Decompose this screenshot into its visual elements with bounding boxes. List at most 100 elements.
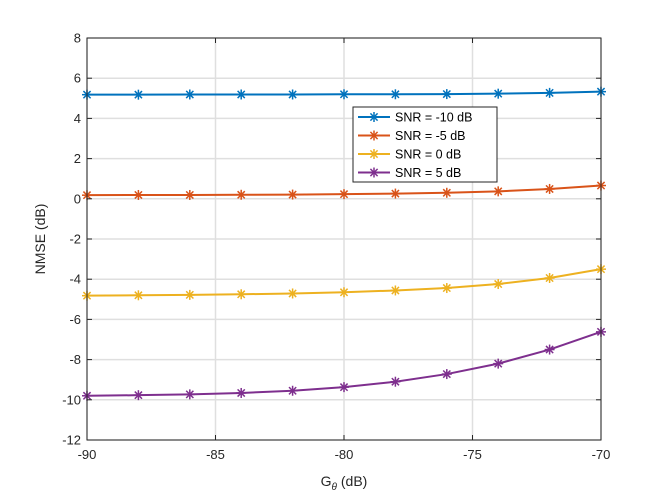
legend-marker [369, 130, 379, 141]
data-point [133, 290, 144, 301]
y-tick-label: -6 [69, 312, 81, 327]
x-axis-label: Gθ (dB) [321, 473, 368, 493]
marker-stroke [494, 359, 503, 368]
data-point [441, 89, 452, 100]
marker-stroke [545, 345, 554, 354]
data-point [493, 186, 504, 197]
data-point [390, 188, 401, 199]
data-point [544, 344, 555, 355]
legend-item-2: SNR = -5 dB [358, 129, 466, 143]
marker-stroke [185, 290, 194, 300]
marker-stroke [545, 88, 554, 98]
marker-stroke [339, 190, 349, 199]
x-tick-label: -85 [206, 447, 225, 462]
x-tick-label: -70 [592, 447, 611, 462]
data-point [184, 89, 195, 100]
data-point [236, 89, 247, 100]
data-point [184, 189, 195, 200]
marker-stroke [288, 90, 297, 99]
y-tick-label: -10 [62, 392, 81, 407]
marker-stroke [442, 283, 451, 293]
legend-label: SNR = -5 dB [395, 129, 466, 143]
x-axis-label-suffix: (dB) [337, 473, 367, 489]
legend-item-4: SNR = 5 dB [358, 166, 461, 180]
marker-stroke [369, 149, 379, 159]
data-point [544, 183, 555, 194]
x-tick-labels: -90 -85 -80 -75 -70 [78, 447, 611, 462]
x-tick-label: -80 [335, 447, 354, 462]
y-tick-label: -12 [62, 433, 81, 448]
y-tick-labels: -12 -10 -8 -6 -4 -2 0 2 4 6 8 [62, 31, 81, 448]
legend-marker [369, 167, 379, 178]
legend: SNR = -10 dB SNR = -5 dB SNR = 0 dB SNR = 5… [352, 106, 498, 183]
x-axis-label-subscript: θ [332, 482, 338, 493]
marker-stroke [185, 390, 194, 399]
data-point [544, 87, 555, 98]
legend-label: SNR = 5 dB [395, 166, 461, 180]
marker-stroke [339, 288, 349, 297]
data-point [287, 189, 298, 200]
y-axis-label: NMSE (dB) [32, 204, 48, 275]
data-point [287, 385, 298, 396]
y-tick-label: -4 [69, 272, 81, 287]
data-point [544, 272, 555, 283]
data-point [236, 189, 247, 200]
x-tick-label: -75 [463, 447, 482, 462]
series-layer [82, 86, 606, 401]
marker-stroke [369, 168, 379, 177]
y-tick-label: 0 [74, 191, 81, 206]
y-tick-label: 4 [74, 111, 81, 126]
legend-label: SNR = 0 dB [395, 148, 461, 162]
series-3 [82, 264, 606, 301]
data-point [390, 376, 401, 387]
marker-stroke [134, 90, 143, 99]
data-point [441, 187, 452, 198]
data-point [493, 279, 504, 290]
marker-stroke [391, 377, 400, 386]
axis-ticks [86, 37, 602, 441]
x-axis-label-main: G [321, 473, 332, 489]
marker-stroke [288, 386, 297, 395]
marker-stroke [185, 90, 194, 99]
data-point [441, 369, 452, 380]
data-point [287, 89, 298, 100]
legend-item-1: SNR = -10 dB [358, 111, 472, 125]
legend-marker [369, 149, 379, 159]
marker-stroke [288, 289, 297, 298]
y-tick-label: -2 [69, 232, 81, 247]
y-tick-label: 2 [74, 151, 81, 166]
series-2 [82, 180, 606, 201]
legend-item-3: SNR = 0 dB [358, 148, 461, 162]
marker-stroke [134, 190, 143, 200]
data-point [339, 89, 349, 100]
marker-stroke [185, 190, 194, 200]
y-tick-label: -8 [69, 352, 81, 367]
marker-stroke [494, 89, 503, 98]
marker-stroke [442, 369, 451, 379]
y-tick-label: 6 [74, 71, 81, 86]
y-tick-label: 8 [74, 31, 81, 46]
data-point [390, 89, 401, 100]
marker-stroke [237, 90, 246, 99]
legend-marker [369, 112, 379, 122]
marker-stroke [545, 184, 554, 194]
marker-stroke [237, 290, 246, 299]
marker-stroke [442, 89, 451, 99]
marker-stroke [339, 383, 349, 392]
marker-stroke [494, 187, 503, 196]
marker-stroke [391, 189, 400, 198]
data-point [339, 189, 349, 200]
marker-stroke [369, 131, 379, 140]
data-point [184, 389, 195, 400]
marker-stroke [442, 188, 451, 197]
marker-stroke [237, 190, 246, 199]
x-tick-label: -90 [78, 447, 97, 462]
marker-stroke [237, 388, 246, 398]
marker-stroke [339, 90, 349, 99]
marker-stroke [391, 286, 400, 295]
marker-stroke [391, 90, 400, 99]
data-point [339, 287, 349, 298]
data-point [441, 283, 452, 294]
data-point [287, 288, 298, 299]
